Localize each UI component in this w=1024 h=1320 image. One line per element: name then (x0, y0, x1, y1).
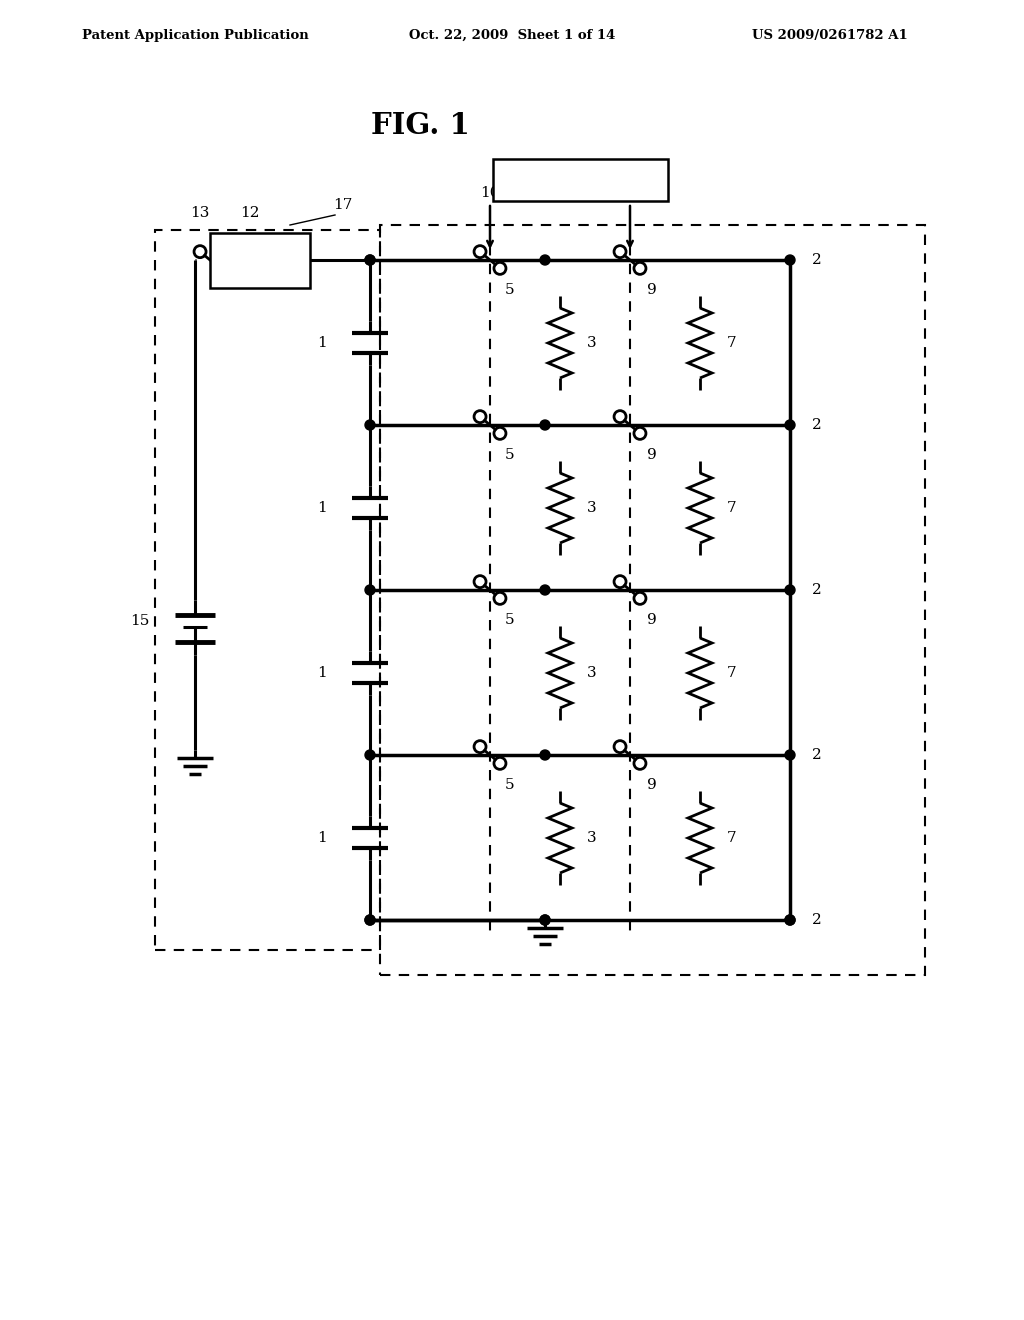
Text: 5: 5 (505, 777, 515, 792)
Text: 9: 9 (647, 447, 656, 462)
Text: 3: 3 (587, 502, 597, 515)
Text: 3: 3 (587, 832, 597, 845)
Circle shape (634, 593, 646, 605)
Circle shape (785, 255, 795, 265)
Circle shape (494, 593, 506, 605)
Circle shape (785, 915, 795, 925)
Circle shape (365, 585, 375, 595)
Circle shape (474, 576, 486, 587)
Text: 1: 1 (317, 337, 327, 350)
Circle shape (365, 255, 375, 265)
Circle shape (634, 428, 646, 440)
Circle shape (365, 915, 375, 925)
Text: Charging
circuit: Charging circuit (225, 244, 295, 276)
Text: 7: 7 (727, 502, 737, 515)
Text: 1: 1 (317, 667, 327, 680)
Text: 13: 13 (190, 206, 210, 220)
Circle shape (474, 246, 486, 257)
Text: FIG. 1: FIG. 1 (371, 111, 469, 140)
Circle shape (214, 263, 226, 275)
Text: 2: 2 (812, 913, 821, 927)
Circle shape (785, 585, 795, 595)
Circle shape (785, 915, 795, 925)
Circle shape (494, 428, 506, 440)
Circle shape (494, 758, 506, 770)
Text: 2: 2 (812, 748, 821, 762)
Circle shape (634, 758, 646, 770)
Circle shape (194, 246, 206, 257)
FancyBboxPatch shape (210, 232, 310, 288)
Text: US 2009/0261782 A1: US 2009/0261782 A1 (752, 29, 908, 41)
Circle shape (785, 750, 795, 760)
Text: 17: 17 (334, 198, 352, 213)
Text: 15: 15 (130, 614, 150, 628)
Circle shape (365, 255, 375, 265)
Text: 1: 1 (317, 502, 327, 515)
Text: 5: 5 (505, 612, 515, 627)
Circle shape (365, 420, 375, 430)
Circle shape (540, 915, 550, 925)
Text: 12: 12 (241, 206, 260, 220)
Circle shape (474, 411, 486, 422)
Text: 5: 5 (505, 282, 515, 297)
Circle shape (365, 750, 375, 760)
FancyBboxPatch shape (493, 158, 668, 201)
Text: 1: 1 (317, 832, 327, 845)
Text: 3: 3 (587, 337, 597, 350)
Text: 2: 2 (812, 583, 821, 597)
Text: 7: 7 (727, 337, 737, 350)
Circle shape (634, 263, 646, 275)
Circle shape (540, 750, 550, 760)
Circle shape (785, 420, 795, 430)
Circle shape (540, 585, 550, 595)
Text: 7: 7 (727, 667, 737, 680)
Circle shape (474, 741, 486, 752)
Circle shape (614, 246, 626, 257)
Text: 2: 2 (812, 253, 821, 267)
Text: 9: 9 (647, 612, 656, 627)
Text: 9: 9 (647, 777, 656, 792)
Circle shape (614, 411, 626, 422)
Circle shape (614, 741, 626, 752)
Text: 10: 10 (480, 186, 500, 201)
Circle shape (540, 420, 550, 430)
Circle shape (614, 576, 626, 587)
Text: 9: 9 (647, 282, 656, 297)
Text: Controller: Controller (537, 172, 624, 189)
Text: 2: 2 (812, 418, 821, 432)
Circle shape (540, 255, 550, 265)
Circle shape (540, 915, 550, 925)
Circle shape (365, 915, 375, 925)
Text: 7: 7 (727, 832, 737, 845)
Text: 3: 3 (587, 667, 597, 680)
Circle shape (494, 263, 506, 275)
Text: 11: 11 (635, 186, 654, 201)
Text: Oct. 22, 2009  Sheet 1 of 14: Oct. 22, 2009 Sheet 1 of 14 (409, 29, 615, 41)
Text: Patent Application Publication: Patent Application Publication (82, 29, 308, 41)
Text: 5: 5 (505, 447, 515, 462)
